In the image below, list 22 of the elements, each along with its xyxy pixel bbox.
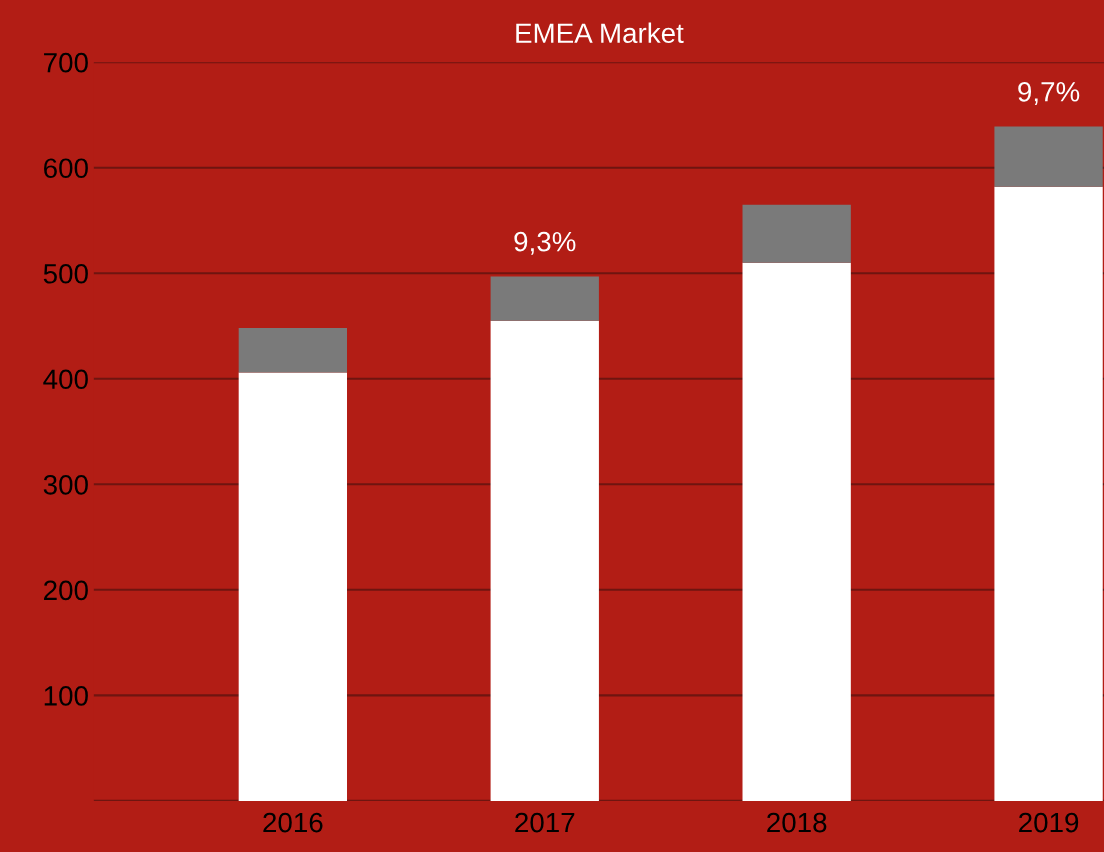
y-tick-label: 500 <box>43 263 88 284</box>
y-tick-label: 600 <box>44 158 88 179</box>
y-tick-label: 200 <box>44 580 88 601</box>
bar <box>238 328 348 373</box>
y-tick-label: 700 <box>44 52 88 73</box>
bar <box>742 262 851 801</box>
bar <box>742 204 851 263</box>
bar <box>490 320 599 801</box>
annotation: 9,3% <box>514 231 576 255</box>
bar <box>994 186 1103 801</box>
x-tick-label: 2018 <box>767 812 827 833</box>
x-tick-label: 2016 <box>263 812 323 833</box>
annotation: 9,7% <box>1018 81 1080 105</box>
y-tick-label: 400 <box>43 369 88 390</box>
bar <box>490 276 599 321</box>
bar <box>238 372 348 801</box>
y-tick-label: 300 <box>43 474 88 495</box>
bar <box>994 126 1103 187</box>
y-tick-label: 100 <box>44 686 88 706</box>
x-tick-label: 2017 <box>515 812 575 833</box>
x-tick-label: 2019 <box>1019 812 1079 833</box>
chart-title: EMEA Market <box>516 22 684 44</box>
